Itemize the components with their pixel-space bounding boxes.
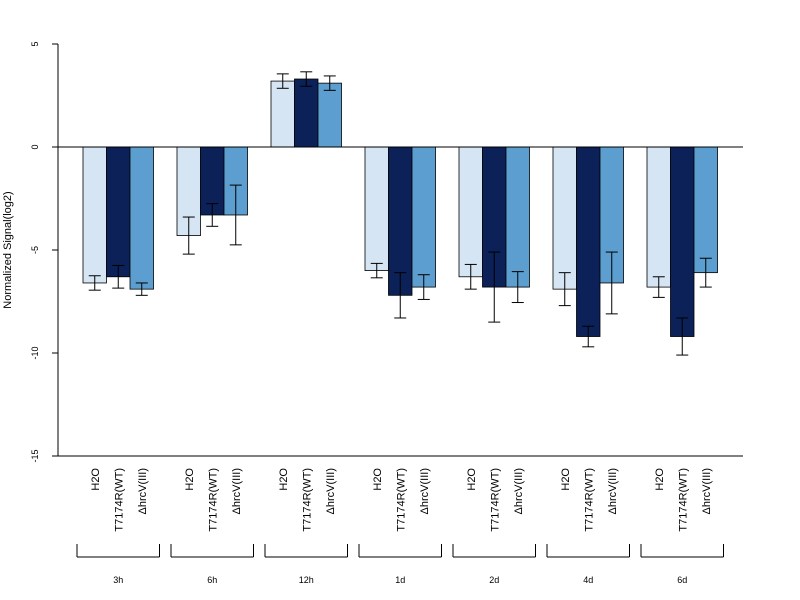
- bar: [576, 146, 601, 337]
- group-label: 1d: [395, 575, 405, 585]
- error-bar: [300, 71, 313, 87]
- error-bar: [558, 272, 571, 307]
- category-label: ΔhrcV(III): [325, 468, 337, 514]
- group-label: 6d: [677, 575, 687, 585]
- error-bar: [229, 184, 242, 246]
- error-bar: [206, 203, 219, 227]
- bar: [646, 146, 671, 288]
- y-tick-label: -5: [30, 246, 40, 254]
- error-bar: [112, 264, 125, 289]
- error-bars: [88, 71, 712, 356]
- category-label: ΔhrcV(III): [137, 468, 149, 514]
- group-bracket: [452, 544, 536, 558]
- error-bar: [394, 272, 407, 319]
- error-bar: [323, 75, 336, 91]
- category-label: H2O: [466, 468, 478, 491]
- group-bracket: [640, 544, 724, 558]
- group-bracket: [546, 544, 630, 558]
- error-bar: [417, 274, 430, 300]
- category-label: T7174R(WT): [583, 468, 595, 532]
- category-label: ΔhrcV(III): [607, 468, 619, 514]
- bars: [82, 78, 718, 337]
- error-bar: [370, 262, 383, 279]
- error-bar: [605, 251, 618, 315]
- bar: [270, 80, 295, 148]
- error-bar: [182, 216, 195, 255]
- error-bar: [488, 251, 501, 323]
- category-label: ΔhrcV(III): [231, 468, 243, 514]
- y-axis-label: Normalized Signal(log2): [2, 191, 14, 308]
- y-axis: 5 0 -5 -10 -15: [30, 41, 59, 463]
- y-tick-label: -10: [30, 346, 40, 359]
- category-label: ΔhrcV(III): [513, 468, 525, 514]
- category-label: T7174R(WT): [301, 468, 313, 532]
- bar: [458, 146, 483, 278]
- group-label: 2d: [489, 575, 499, 585]
- bar: [670, 146, 695, 337]
- group-bracket: [358, 544, 442, 558]
- bar: [411, 146, 436, 288]
- bar: [294, 78, 319, 148]
- bar: [317, 82, 342, 148]
- group-label: 3h: [113, 575, 123, 585]
- error-bar: [88, 275, 101, 291]
- category-label: T7174R(WT): [207, 468, 219, 532]
- category-label: H2O: [372, 468, 384, 491]
- bar: [106, 146, 131, 278]
- category-label: T7174R(WT): [677, 468, 689, 532]
- y-tick-label: 5: [30, 41, 40, 46]
- group-label: 12h: [299, 575, 314, 585]
- error-bar: [276, 73, 289, 89]
- category-label: ΔhrcV(III): [701, 468, 713, 514]
- bar: [82, 146, 107, 284]
- bar: [364, 146, 389, 271]
- y-tick-label: 0: [30, 144, 40, 149]
- category-label: H2O: [90, 468, 102, 491]
- group-label: 6h: [207, 575, 217, 585]
- group-label: 4d: [583, 575, 593, 585]
- category-label: T7174R(WT): [113, 468, 125, 532]
- error-bar: [582, 325, 595, 348]
- error-bar: [652, 276, 665, 298]
- error-bar: [676, 317, 689, 356]
- group-bracket: [170, 544, 254, 558]
- category-label: T7174R(WT): [395, 468, 407, 532]
- bar: [693, 146, 718, 274]
- x-axis-labels: H2O T7174R(WT) ΔhrcV(III) 3h H2O T7174R(WT) Δh…: [76, 468, 724, 585]
- category-label: H2O: [654, 468, 666, 491]
- error-bar: [135, 282, 148, 296]
- error-bar: [699, 257, 712, 288]
- category-label: H2O: [560, 468, 572, 491]
- bar: [552, 146, 577, 290]
- category-label: ΔhrcV(III): [419, 468, 431, 514]
- group-bracket: [264, 544, 348, 558]
- bar: [505, 146, 530, 288]
- category-label: H2O: [184, 468, 196, 491]
- error-bar: [511, 271, 524, 304]
- y-tick-label: -15: [30, 449, 40, 462]
- error-bar: [464, 263, 477, 290]
- bar: [129, 146, 154, 290]
- group-bracket: [76, 544, 160, 558]
- category-label: H2O: [278, 468, 290, 491]
- category-label: T7174R(WT): [489, 468, 501, 532]
